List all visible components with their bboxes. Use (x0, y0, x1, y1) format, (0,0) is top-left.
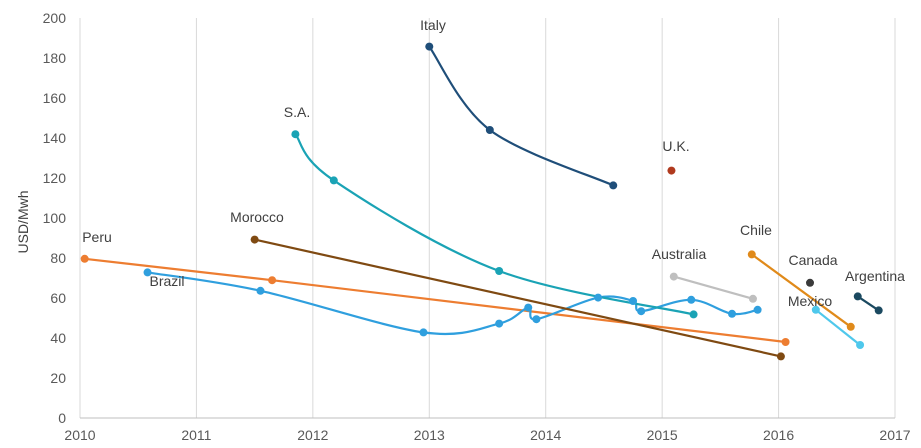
data-point-brazil (753, 305, 762, 314)
data-point-s-a (495, 267, 504, 275)
data-point-brazil (532, 315, 541, 324)
data-point-australia (748, 294, 757, 303)
data-point-mexico (811, 305, 820, 314)
data-point-s-a (291, 130, 300, 139)
data-point-brazil (143, 268, 152, 277)
data-point-brazil (495, 319, 504, 328)
x-tick-label: 2010 (64, 427, 95, 443)
y-tick-labels: 0 20 40 60 80 100 120 140 160 180 200 (43, 10, 67, 426)
series-line-s-a (294, 133, 694, 316)
y-tick-label: 140 (43, 130, 67, 146)
data-point-mexico (856, 341, 865, 349)
data-point-peru (80, 254, 89, 263)
data-point-canada (806, 278, 815, 287)
data-point-italy (485, 126, 494, 134)
series-line-argentina (857, 295, 880, 312)
x-tick-label: 2015 (647, 427, 678, 443)
data-point-brazil (629, 297, 638, 305)
data-point-morocco (250, 235, 259, 244)
data-point-s-a (689, 310, 698, 319)
series-label-mexico: Mexico (788, 293, 833, 309)
series-label-argentina: Argentina (845, 268, 905, 284)
series-label-italy: Italy (420, 17, 446, 33)
series-points (80, 42, 883, 361)
data-point-brazil (419, 328, 428, 337)
y-tick-label: 40 (50, 330, 66, 346)
data-point-brazil (256, 286, 265, 295)
y-tick-label: 120 (43, 170, 67, 186)
series-line-mexico (815, 308, 861, 346)
y-axis-label: USD/Mwh (15, 190, 31, 253)
x-tick-label: 2017 (879, 427, 910, 443)
data-point-argentina (853, 292, 862, 301)
x-tick-labels: 2010 2011 2012 2013 2014 2015 2016 2017 (64, 427, 910, 443)
y-tick-label: 80 (50, 250, 66, 266)
series-label-s-a: S.A. (284, 104, 310, 120)
x-tick-label: 2013 (414, 427, 445, 443)
series-line-australia (673, 275, 754, 300)
series-label-peru: Peru (82, 229, 112, 245)
data-point-peru (781, 338, 790, 346)
x-tick-label: 2012 (297, 427, 328, 443)
y-tick-label: 180 (43, 50, 67, 66)
data-point-italy (609, 181, 618, 190)
data-point-italy (425, 42, 434, 51)
x-tick-label: 2016 (763, 427, 794, 443)
y-tick-label: 200 (43, 10, 67, 26)
data-point-brazil (687, 295, 696, 304)
series-label-brazil: Brazil (149, 273, 184, 289)
series-label-morocco: Morocco (230, 209, 284, 225)
data-point-s-a (329, 176, 338, 185)
data-point-australia (669, 272, 678, 281)
gridlines (79, 18, 896, 419)
x-tick-label: 2011 (181, 427, 211, 443)
series-line-italy (428, 45, 614, 187)
series-line-chile (751, 253, 852, 328)
series-label-u-k: U.K. (662, 138, 689, 154)
data-point-brazil (524, 303, 533, 312)
data-point-brazil (594, 293, 603, 302)
data-point-u-k (667, 166, 676, 175)
y-tick-label: 0 (58, 410, 66, 426)
series-label-chile: Chile (740, 222, 772, 238)
y-tick-label: 100 (43, 210, 67, 226)
data-point-argentina (874, 306, 883, 315)
series-label-canada: Canada (788, 252, 837, 268)
series-line-morocco (254, 238, 782, 358)
data-point-morocco (776, 352, 785, 361)
series-label-australia: Australia (652, 246, 707, 262)
y-tick-label: 20 (50, 370, 66, 386)
data-point-brazil (637, 307, 646, 316)
data-point-brazil (728, 309, 736, 318)
series-line-brazil (147, 271, 758, 336)
y-tick-label: 160 (43, 90, 67, 106)
data-point-chile (846, 322, 855, 331)
x-tick-label: 2014 (530, 427, 561, 443)
y-tick-label: 60 (50, 290, 66, 306)
series-labels: Italy S.A. U.K. Morocco Peru Brazil Australia C… (82, 17, 905, 309)
data-point-peru (268, 276, 277, 285)
data-point-chile (747, 250, 756, 259)
